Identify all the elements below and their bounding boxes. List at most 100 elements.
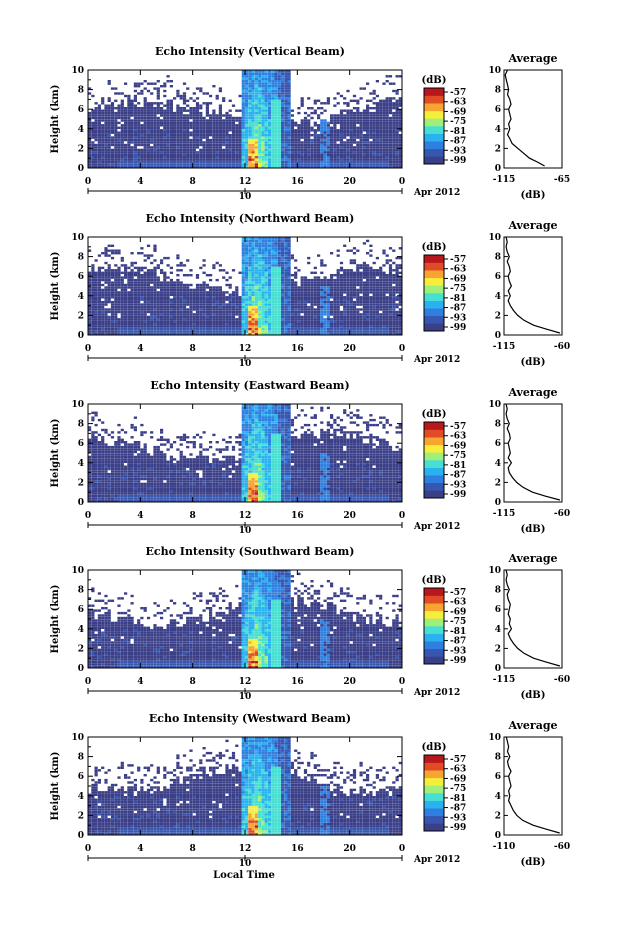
- heatmap-cell: [101, 136, 105, 139]
- heatmap-cell: [238, 305, 242, 309]
- heatmap-cell: [388, 141, 393, 144]
- heatmap-cell: [274, 146, 278, 149]
- heatmap-cell: [258, 111, 262, 115]
- heatmap-cell: [323, 109, 327, 112]
- heatmap-cell: [375, 94, 379, 98]
- heatmap-cell: [258, 278, 262, 282]
- heatmap-cell: [231, 141, 236, 144]
- heatmap-cell: [290, 124, 294, 127]
- heatmap-cell: [182, 303, 187, 306]
- heatmap-cell: [202, 330, 206, 333]
- heatmap-cell: [264, 146, 268, 149]
- heatmap-cell: [117, 283, 121, 287]
- heatmap-cell: [261, 308, 265, 311]
- heatmap-cell: [248, 131, 252, 134]
- heatmap-cell: [248, 72, 252, 76]
- heatmap-cell: [192, 325, 196, 328]
- heatmap-cell: [169, 160, 173, 164]
- heatmap-cell: [241, 313, 245, 316]
- heatmap-cell: [124, 163, 128, 166]
- heatmap-cell: [261, 92, 265, 95]
- heatmap-cell: [245, 121, 249, 125]
- heatmap-cell: [284, 72, 288, 76]
- heatmap-cell: [150, 332, 154, 335]
- heatmap-cell: [339, 148, 344, 152]
- heatmap-cell: [382, 151, 386, 154]
- heatmap-cell: [91, 141, 95, 144]
- heatmap-cell: [297, 143, 301, 147]
- heatmap-cell: [199, 126, 203, 129]
- heatmap-cell: [395, 107, 399, 110]
- heatmap-cell: [320, 286, 324, 289]
- heatmap-cell: [114, 303, 118, 306]
- heatmap-cell: [271, 293, 275, 296]
- heatmap-cell: [392, 165, 396, 168]
- heatmap-cell: [271, 82, 275, 85]
- heatmap-cell: [258, 138, 262, 142]
- heatmap-cell: [274, 320, 278, 323]
- heatmap-cell: [150, 323, 154, 326]
- heatmap-cell: [153, 148, 157, 152]
- heatmap-cell: [248, 318, 252, 321]
- heatmap-cell: [264, 303, 268, 306]
- heatmap-cell: [313, 266, 317, 270]
- heatmap-cell: [290, 156, 294, 159]
- heatmap-cell: [267, 244, 272, 247]
- heatmap-cell: [290, 256, 294, 260]
- heatmap-cell: [127, 303, 131, 306]
- heatmap-cell: [173, 116, 177, 120]
- heatmap-cell: [94, 288, 98, 292]
- heatmap-cell: [212, 313, 216, 316]
- heatmap-cell: [248, 148, 252, 152]
- heatmap-cell: [94, 124, 98, 127]
- heatmap-cell: [395, 129, 399, 132]
- heatmap-cell: [176, 165, 180, 168]
- heatmap-cell: [176, 107, 180, 110]
- heatmap-cell: [176, 318, 180, 321]
- heatmap-cell: [392, 82, 396, 85]
- heatmap-cell: [130, 332, 134, 335]
- heatmap-cell: [254, 119, 258, 122]
- heatmap-cell: [146, 102, 151, 105]
- heatmap-cell: [169, 143, 173, 147]
- heatmap-cell: [146, 143, 151, 147]
- heatmap-cell: [104, 107, 108, 110]
- colorbar-swatch: [424, 103, 444, 112]
- heatmap-cell: [284, 300, 288, 304]
- heatmap-cell: [300, 124, 304, 127]
- average-x-tick-label: -115: [493, 175, 516, 185]
- heatmap-cell: [369, 129, 373, 132]
- heatmap-cell: [261, 70, 265, 73]
- heatmap-cell: [267, 261, 272, 265]
- heatmap-cell: [245, 107, 249, 110]
- heatmap-cell: [222, 99, 226, 102]
- heatmap-cell: [271, 138, 275, 142]
- heatmap-cell: [313, 296, 317, 299]
- heatmap-cell: [97, 107, 101, 110]
- heatmap-cell: [182, 308, 187, 311]
- heatmap-cell: [153, 269, 157, 272]
- heatmap-cell: [140, 82, 144, 85]
- heatmap-cell: [379, 134, 383, 137]
- heatmap-cell: [137, 332, 141, 335]
- heatmap-cell: [225, 146, 229, 149]
- heatmap-cell: [169, 163, 173, 166]
- heatmap-cell: [202, 281, 206, 284]
- heatmap-cell: [160, 148, 164, 152]
- heatmap-cell: [101, 116, 105, 120]
- heatmap-cell: [379, 146, 383, 149]
- heatmap-cell: [395, 148, 399, 152]
- heatmap-cell: [130, 315, 134, 319]
- heatmap-cell: [228, 114, 232, 117]
- heatmap-cell: [107, 325, 111, 328]
- heatmap-cell: [303, 119, 308, 122]
- heatmap-cell: [127, 276, 131, 279]
- heatmap-cell: [146, 276, 151, 279]
- heatmap-cell: [258, 298, 262, 301]
- heatmap-cell: [153, 303, 157, 306]
- heatmap-cell: [156, 327, 160, 331]
- heatmap-cell: [264, 156, 268, 159]
- heatmap-cell: [117, 111, 121, 115]
- heatmap-cell: [271, 296, 275, 299]
- heatmap-cell: [110, 109, 115, 112]
